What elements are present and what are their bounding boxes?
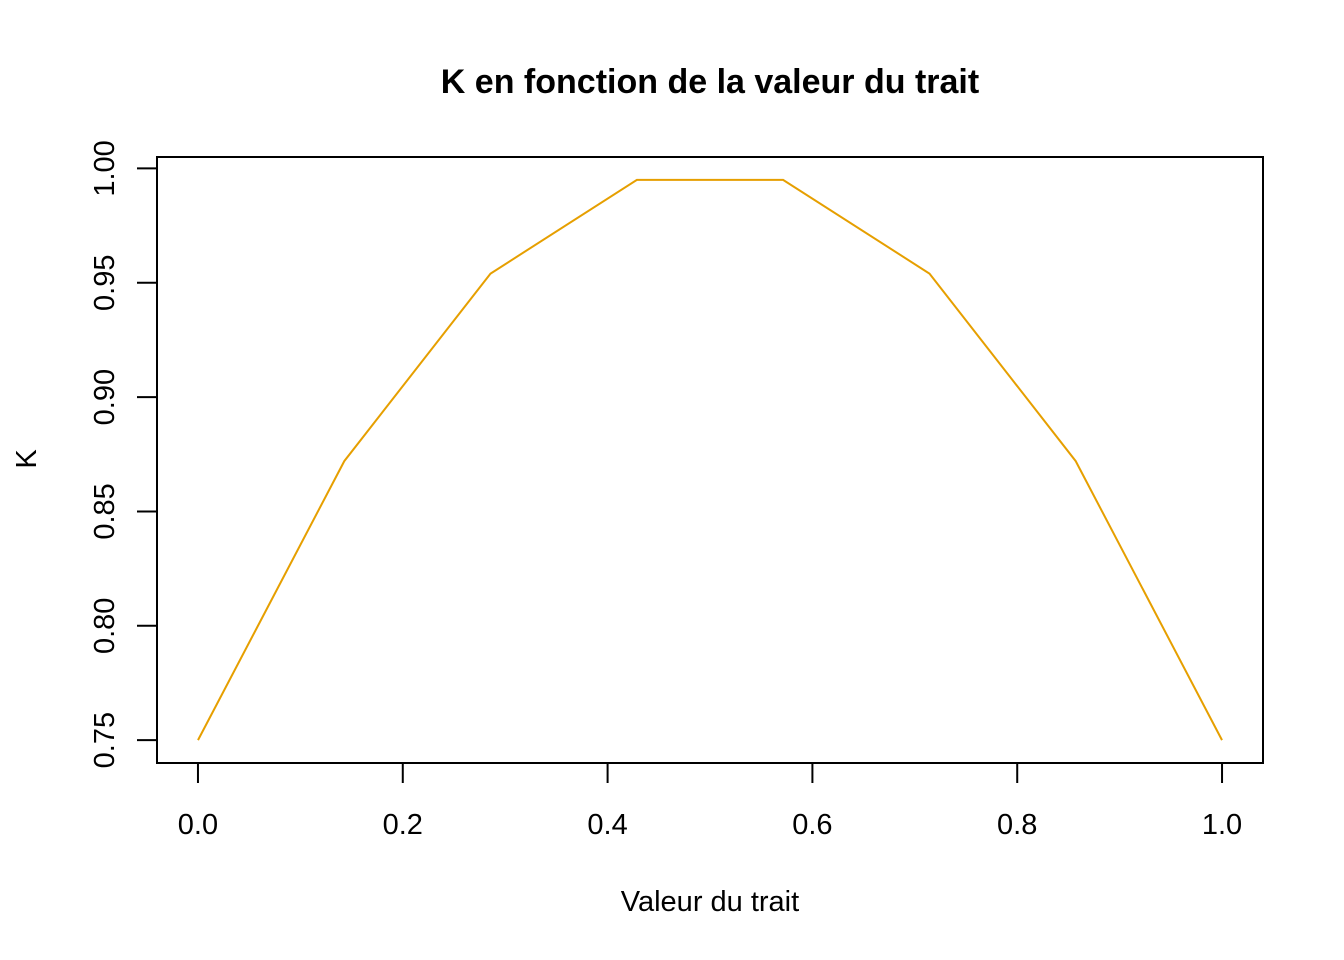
x-tick-label: 0.8 [997,809,1037,841]
x-tick-label: 0.6 [792,809,832,841]
y-tick-label: 0.95 [89,255,121,311]
y-tick-label: 0.90 [89,369,121,425]
x-tick-label: 1.0 [1202,809,1242,841]
y-axis-label: K [11,449,43,469]
x-axis: 0.0 0.2 0.4 0.6 0.8 1.0 [178,762,1242,841]
x-axis-label: Valeur du trait [621,886,799,918]
chart-title: K en fonction de la valeur du trait [441,63,979,101]
plot-area-frame [156,156,1264,764]
series-layer [197,178,1223,741]
x-tick-label: 0.2 [383,809,423,841]
x-tick-label: 0.4 [587,809,627,841]
y-tick-label: 0.85 [89,483,121,539]
y-axis: 0.75 0.80 0.85 0.90 0.95 1.00 [89,140,158,768]
y-tick-label: 0.80 [89,598,121,654]
series-line [197,178,1223,741]
y-tick-label: 1.00 [89,140,121,196]
y-tick-label: 0.75 [89,712,121,768]
x-tick-label: 0.0 [178,809,218,841]
